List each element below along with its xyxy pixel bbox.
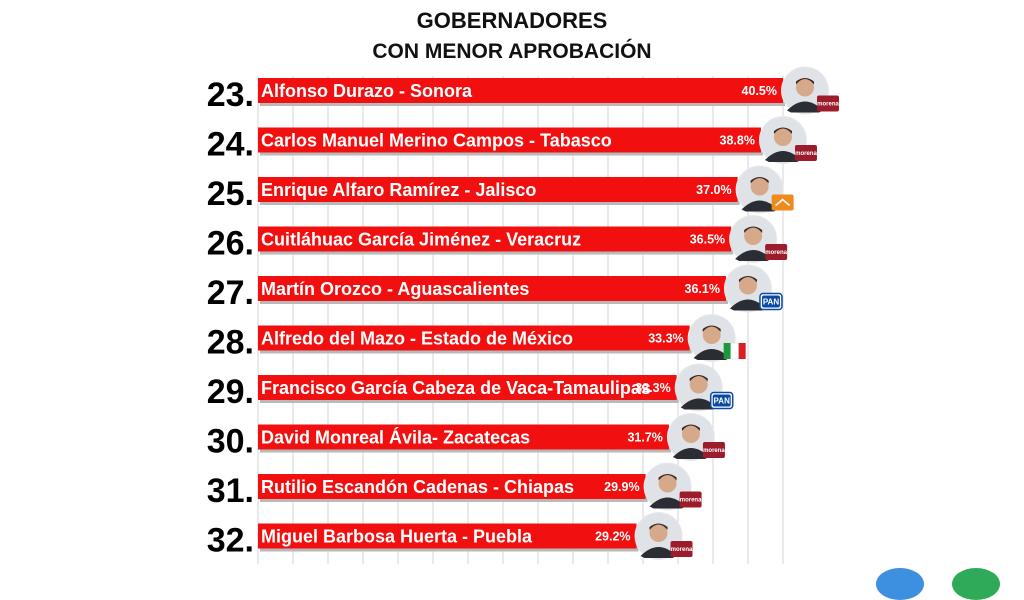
value-label: 29.9%	[604, 480, 639, 494]
bar	[258, 325, 690, 351]
value-label: 29.2%	[595, 530, 630, 544]
morena-logo-text: morena	[703, 448, 725, 454]
pan-logo-text: PAN	[714, 397, 731, 406]
bar-label: Carlos Manuel Merino Campos - Tabasco	[261, 131, 612, 151]
value-label: 36.5%	[690, 233, 725, 247]
avatar-suit	[787, 101, 823, 113]
avatar-hair	[773, 127, 792, 134]
avatar-suit	[741, 200, 778, 212]
avatar-hair	[658, 474, 677, 481]
avatar-hair	[689, 375, 708, 382]
avatar-suit	[680, 398, 717, 410]
avatar-suit	[735, 250, 772, 261]
pri-logo-white	[730, 342, 739, 360]
morena-logo-icon	[794, 145, 817, 161]
avatar-face	[744, 227, 763, 245]
mc-logo-mark	[775, 198, 791, 207]
avatar-face	[658, 474, 677, 493]
avatar-face	[738, 276, 757, 295]
avatar-face	[689, 375, 708, 394]
rank-label: 27.	[207, 274, 254, 312]
value-label: 38.8%	[720, 134, 755, 148]
rank-label: 26.	[207, 225, 254, 263]
avatar-suit	[672, 448, 709, 459]
avatar-face	[796, 78, 814, 97]
bar-label: Alfredo del Mazo - Estado de México	[261, 329, 573, 349]
morena-logo-text: morena	[795, 151, 817, 157]
morena-logo-icon	[817, 95, 839, 112]
avatar-face	[649, 524, 668, 542]
avatar-suit	[649, 497, 686, 509]
pan-logo-text: PAN	[763, 298, 780, 307]
bar	[258, 474, 646, 499]
avatar-face	[773, 128, 792, 146]
avatar	[643, 462, 692, 511]
chart-title: GOBERNADORES	[416, 8, 608, 33]
rank-label: 30.	[207, 423, 254, 461]
bar-label: Rutilio Escandón Cadenas - Chiapas	[261, 477, 574, 497]
morena-logo-icon	[765, 244, 788, 260]
rank-label: 24.	[207, 126, 254, 164]
avatar-hair	[702, 325, 721, 332]
avatar-hair	[649, 523, 668, 530]
value-label: 40.5%	[742, 84, 777, 98]
bar	[258, 375, 677, 400]
avatar	[687, 314, 736, 362]
bar-label: Alfonso Durazo - Sonora	[261, 81, 473, 101]
morena-logo-text: morena	[680, 498, 702, 504]
pri-logo-icon	[723, 343, 731, 359]
rank-label: 25.	[207, 175, 254, 213]
avatar-hair	[750, 177, 769, 184]
morena-logo-icon	[670, 541, 693, 557]
rank-label: 28.	[207, 324, 254, 362]
bar-label: Cuitláhuac García Jiménez - Veracruz	[261, 230, 581, 250]
mc-logo-icon	[771, 194, 794, 211]
chart-subtitle: CON MENOR APROBACIÓN	[372, 40, 652, 63]
avatar-hair	[738, 276, 757, 283]
morena-logo-icon	[679, 491, 702, 508]
bar	[258, 177, 738, 202]
avatar-hair	[681, 424, 700, 431]
rank-label: 23.	[207, 76, 254, 114]
value-label: 37.0%	[696, 183, 731, 197]
morena-logo-text: morena	[671, 547, 693, 553]
bar	[258, 226, 732, 252]
avatar-face	[702, 326, 721, 344]
bar-label: David Monreal Ávila- Zacatecas	[261, 427, 530, 448]
value-label: 31.7%	[627, 431, 662, 445]
value-label: 32.3%	[635, 381, 670, 395]
rank-label: 31.	[207, 472, 254, 510]
morena-logo-text: morena	[817, 102, 839, 108]
corner-circle-blue-icon	[876, 568, 924, 600]
bar-label: Martín Orozco - Aguascalientes	[261, 279, 529, 299]
value-label: 33.3%	[648, 332, 683, 346]
rank-label: 29.	[207, 373, 254, 411]
avatar-hair	[744, 226, 763, 233]
bar	[258, 78, 783, 103]
bar	[258, 523, 637, 549]
morena-logo-icon	[702, 442, 725, 458]
rank-label: 32.	[207, 522, 254, 560]
bar-chart: 23. Alfonso Durazo - Sonora 40.5% morena 24.…	[207, 66, 839, 564]
pri-logo-red	[738, 343, 746, 359]
avatar-face	[750, 177, 769, 196]
bar	[258, 424, 669, 450]
bar	[258, 127, 761, 153]
avatar-suit	[640, 547, 677, 558]
bar-label: Miguel Barbosa Huerta - Puebla	[261, 527, 533, 547]
bar-label: Francisco García Cabeza de Vaca-Tamaulip…	[261, 378, 651, 398]
value-label: 36.1%	[685, 282, 720, 296]
avatar-suit	[693, 349, 730, 360]
avatar-suit	[764, 151, 801, 162]
pan-logo-fill	[712, 394, 731, 407]
morena-logo-text: morena	[765, 250, 787, 256]
bar-label: Enrique Alfaro Ramírez - Jalisco	[261, 180, 536, 200]
pan-logo-fill	[761, 295, 780, 308]
bar	[258, 276, 726, 301]
avatar-hair	[796, 78, 814, 85]
corner-circle-green-icon	[952, 568, 1000, 600]
avatar-face	[681, 425, 700, 443]
avatar-suit	[729, 299, 766, 311]
